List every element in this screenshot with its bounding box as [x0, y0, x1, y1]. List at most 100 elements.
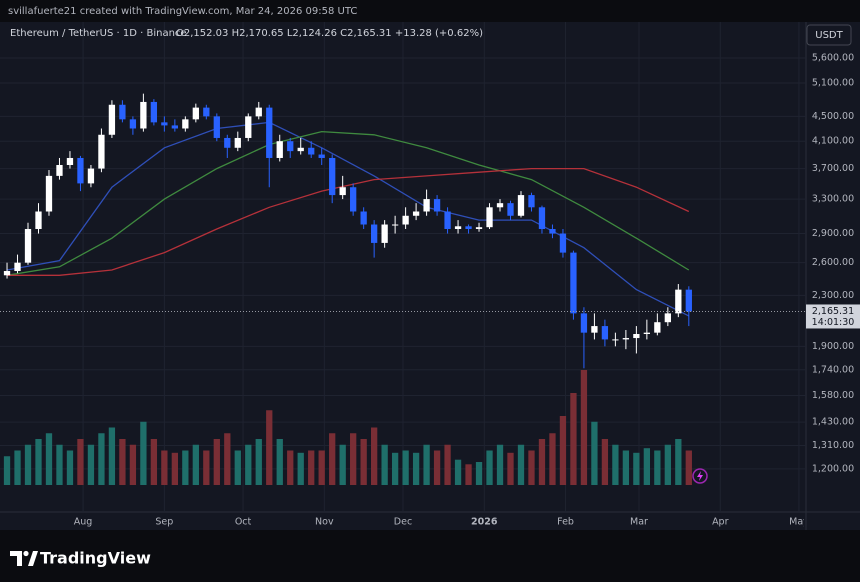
volume-bar — [685, 450, 692, 485]
y-tick-label: 5,600.00 — [812, 53, 854, 64]
volume-bar — [339, 444, 346, 485]
candle-body — [287, 141, 294, 152]
candle-body — [507, 203, 514, 216]
candle-body — [486, 207, 493, 228]
volume-bar — [517, 444, 525, 485]
volume-bar — [329, 433, 336, 485]
volume-bar — [538, 439, 546, 485]
alert-icon[interactable] — [692, 468, 708, 484]
candle-body — [601, 326, 609, 340]
y-tick-label: 2,900.00 — [812, 228, 854, 239]
moving-average — [6, 130, 690, 276]
candle-body — [171, 125, 178, 129]
volume-bar — [591, 421, 598, 485]
candle-body — [161, 122, 168, 126]
y-tick-label: 4,500.00 — [812, 111, 854, 122]
volume-bar — [87, 444, 95, 485]
candle-body — [643, 332, 651, 334]
candle-body — [329, 157, 336, 196]
y-tick-label: 1,900.00 — [812, 341, 854, 352]
candle-body — [402, 215, 409, 225]
y-tick-label: 5,100.00 — [812, 77, 854, 88]
candle-body — [454, 226, 462, 229]
volume-bar — [350, 433, 357, 485]
volume-bar — [150, 439, 158, 485]
author-line: svillafuerte21 created with TradingView.… — [8, 6, 357, 17]
volume-bar — [77, 439, 84, 485]
candle-body — [45, 175, 53, 212]
candle-body — [528, 195, 535, 208]
volume-bar — [475, 462, 483, 485]
candle-body — [465, 226, 472, 229]
volume-bar — [129, 444, 137, 485]
moving-average — [7, 167, 690, 276]
x-tick-label: Apr — [712, 517, 729, 528]
x-tick-label: Oct — [235, 517, 252, 528]
volume-bar — [35, 439, 42, 485]
x-tick-label: Sep — [155, 517, 173, 528]
ohlc-change: +13.28 (+0.62%) — [395, 28, 483, 39]
y-tick-label: 2,600.00 — [812, 257, 854, 268]
candle-body — [203, 107, 210, 117]
y-tick-label: 1,430.00 — [812, 417, 854, 428]
volume-bar — [496, 444, 504, 485]
candle-body — [496, 203, 504, 208]
time-axis — [0, 512, 806, 530]
volume-bar — [203, 450, 210, 485]
candle-body — [350, 187, 357, 212]
candle-body — [56, 164, 63, 176]
axis-labels: 1,200.00 1,310.00 1,430.00 1,580.00 1,740.00… — [74, 53, 854, 528]
volume-bar — [140, 421, 147, 485]
currency[interactable]: USDT — [815, 30, 843, 41]
volume-bar — [24, 444, 32, 485]
candle-body — [35, 211, 42, 229]
volume-bar — [622, 450, 630, 485]
candle-body — [140, 101, 147, 129]
volume-bar — [318, 450, 325, 485]
candle-body — [517, 195, 525, 216]
last-price-label: 2,165.31 — [812, 306, 854, 317]
moving-averages — [6, 121, 690, 317]
volume-bar — [381, 444, 388, 485]
y-tick-label: 4,100.00 — [812, 136, 854, 147]
volume-bar — [66, 450, 74, 485]
ohlc-low: L2,124.26 — [287, 28, 337, 39]
volume-bar — [297, 452, 304, 485]
candle-body — [339, 187, 346, 196]
candle-body — [381, 224, 388, 243]
candle-body — [234, 137, 241, 148]
volume-bar — [486, 450, 493, 485]
volume-bar — [507, 452, 514, 485]
candle-body — [570, 252, 577, 314]
candle-body — [391, 224, 399, 226]
y-tick-label: 2,300.00 — [812, 290, 854, 301]
volume-bar — [287, 450, 294, 485]
candle-body — [108, 104, 116, 135]
logo-mark — [23, 550, 29, 557]
candle-body — [318, 154, 325, 158]
candle-body — [245, 116, 252, 138]
volume-pane — [3, 370, 692, 485]
candle-body — [87, 168, 95, 184]
candle-body — [549, 228, 556, 234]
volume-bar — [580, 370, 588, 485]
logo-mark — [28, 551, 38, 566]
candle-body — [475, 227, 483, 229]
price-axis — [806, 22, 860, 530]
y-tick-label: 1,740.00 — [812, 364, 854, 375]
volume-bar — [570, 393, 577, 485]
volume-bar — [559, 416, 567, 485]
volume-bar — [664, 444, 671, 485]
brand: TradingView — [40, 549, 151, 568]
candle-body — [360, 211, 367, 225]
candle-body — [675, 289, 682, 314]
volume-bar — [465, 464, 472, 485]
countdown: 14:01:30 — [812, 317, 855, 328]
volume-bar — [444, 444, 451, 485]
x-tick-label: 2026 — [471, 517, 498, 528]
currency-box[interactable] — [806, 24, 852, 46]
y-tick-label: 3,700.00 — [812, 163, 854, 174]
candle-body — [129, 119, 137, 129]
